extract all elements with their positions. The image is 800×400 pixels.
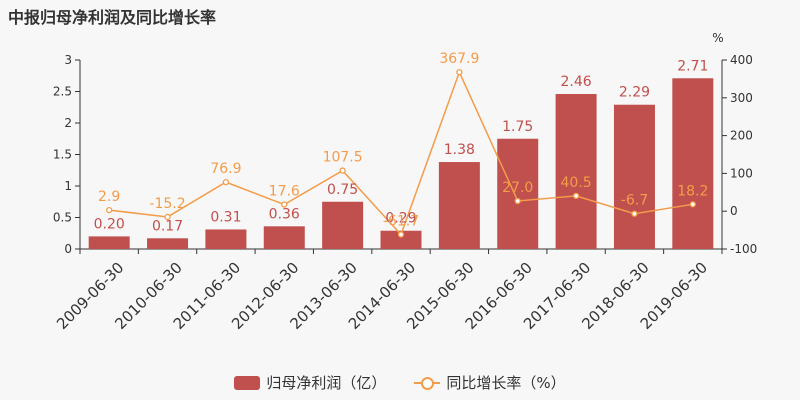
growth-point [631, 210, 638, 217]
growth-value-label: 18.2 [677, 183, 708, 199]
growth-value-label: 107.5 [323, 150, 363, 166]
bar [613, 104, 655, 249]
y-left-tick-label: 0.5 [53, 211, 72, 225]
bar [555, 94, 597, 250]
growth-point [514, 197, 521, 205]
y-left-tick-label: 2.5 [53, 85, 72, 99]
chart-canvas: 00.511.522.53-1000100200300400%2009-06-3… [53, 31, 757, 333]
y-right-tick-label: -100 [730, 242, 757, 256]
legend-line-swatch [414, 376, 441, 390]
bar [672, 78, 714, 250]
growth-value-label: 76.9 [210, 161, 241, 177]
growth-point [222, 178, 230, 186]
bar [263, 226, 305, 249]
growth-point [339, 167, 346, 174]
y-right-tick-label: 300 [730, 91, 753, 105]
legend-line-label: 同比增长率（%） [446, 374, 566, 392]
growth-value-label: -15.2 [149, 196, 185, 212]
bar [380, 230, 422, 249]
growth-point [572, 192, 580, 200]
bar [205, 229, 247, 249]
y-right-tick-label: 200 [730, 129, 753, 143]
bar-value-label: 1.38 [444, 142, 475, 158]
legend-item-bar[interactable]: 归母净利润（亿） [234, 372, 386, 393]
y-left-tick-label: 1 [64, 179, 72, 193]
bar-value-label: 2.71 [677, 58, 708, 74]
bar-value-label: 1.75 [502, 119, 533, 135]
bar-value-label: 0.29 [385, 211, 416, 227]
growth-value-label: 17.6 [269, 184, 300, 200]
bar [438, 162, 480, 249]
y-right-unit-label: % [712, 31, 723, 45]
growth-value-label: 27.0 [502, 180, 533, 196]
bar-value-label: 0.36 [269, 206, 300, 222]
y-left-tick-label: 1.5 [53, 148, 72, 162]
y-left-tick-label: 3 [64, 53, 72, 67]
growth-point [397, 231, 405, 238]
bar-value-label: 0.75 [327, 182, 358, 198]
growth-point [164, 213, 171, 221]
legend-item-line[interactable]: 同比增长率（%） [414, 372, 566, 393]
bar-value-label: 0.31 [210, 209, 241, 225]
growth-value-label: -61.7 [383, 214, 419, 230]
y-right-tick-label: 0 [730, 204, 738, 218]
bar [147, 238, 189, 249]
growth-value-label: -6.7 [621, 193, 648, 209]
legend-bar-label: 归母净利润（亿） [266, 374, 387, 392]
growth-point [689, 201, 696, 208]
legend: 归母净利润（亿） 同比增长率（%） [0, 372, 800, 393]
growth-point [456, 68, 463, 76]
legend-bar-swatch [234, 375, 261, 390]
growth-value-label: 40.5 [561, 175, 592, 191]
bar-value-label: 2.29 [619, 85, 650, 101]
y-left-tick-label: 2 [64, 116, 72, 130]
bar-value-label: 0.20 [94, 216, 125, 232]
chart-title: 中报归母净利润及同比增长率 [8, 8, 217, 27]
growth-point [106, 206, 113, 214]
growth-value-label: 367.9 [439, 51, 479, 67]
bar [322, 201, 364, 249]
bar [88, 236, 130, 249]
y-left-tick-label: 0 [64, 242, 72, 256]
y-right-tick-label: 100 [730, 166, 753, 180]
growth-value-label: 2.9 [98, 189, 120, 205]
bar-value-label: 2.46 [561, 74, 592, 90]
growth-point [281, 201, 288, 208]
bar-value-label: 0.17 [152, 218, 183, 234]
y-right-tick-label: 400 [730, 53, 753, 67]
bar [497, 138, 539, 249]
